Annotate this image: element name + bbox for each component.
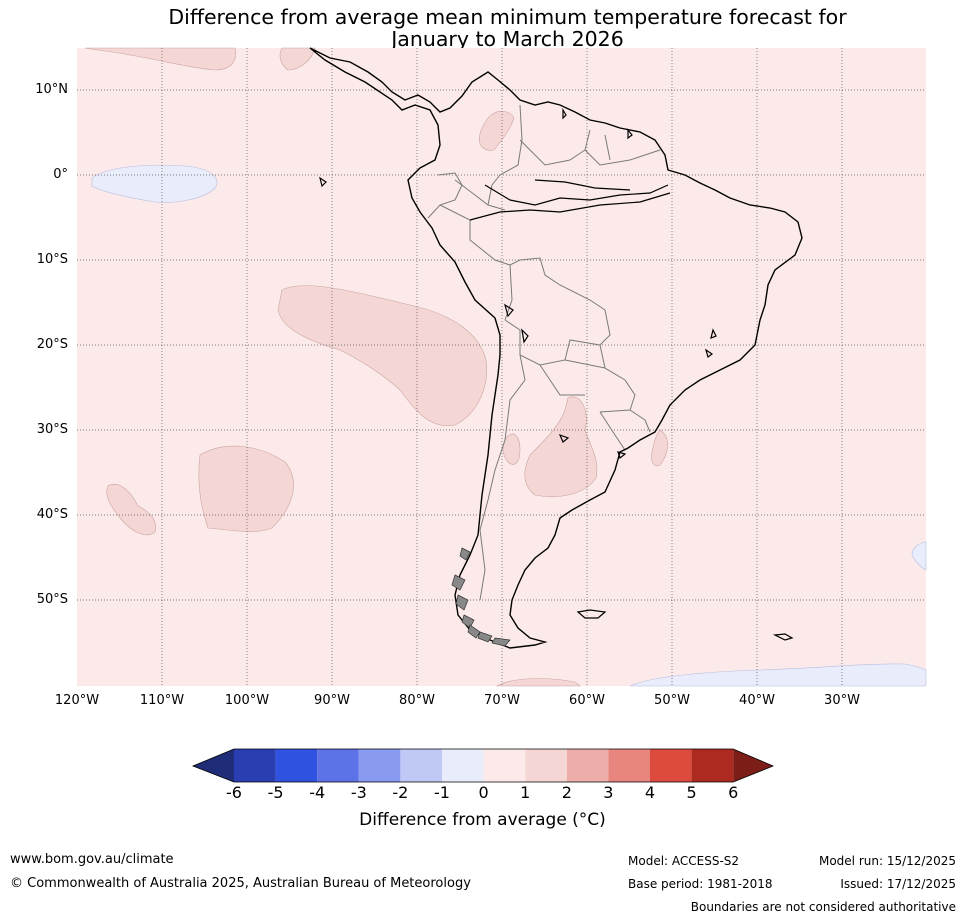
colorbar-tick: 5 — [686, 783, 697, 802]
lon-label-110w: 110°W — [139, 693, 185, 708]
colorbar-tick: 1 — [520, 783, 531, 802]
colorbar-tick: -6 — [226, 783, 242, 802]
colorbar-cell-8 — [525, 749, 567, 782]
lat-label-equator: 0° — [53, 167, 68, 182]
lon-label-60w: 60°W — [569, 693, 605, 708]
warm-anomaly-uruguay-coast — [651, 429, 668, 467]
colorbar-tick: -3 — [350, 783, 367, 802]
cool-anomaly-south-atlantic — [629, 663, 927, 687]
lon-label-50w: 50°W — [654, 693, 690, 708]
colorbar-cell-10 — [608, 749, 650, 782]
lat-label-30s: 30°S — [36, 422, 68, 437]
warm-anomaly-colombia — [479, 110, 515, 151]
lon-label-30w: 30°W — [824, 693, 860, 708]
lon-label-90w: 90°W — [314, 693, 350, 708]
colorbar-cell-13 — [733, 749, 773, 782]
lon-label-70w: 70°W — [484, 693, 520, 708]
south-america-coastline — [309, 47, 803, 649]
footer-copyright: © Commonwealth of Australia 2025, Austra… — [10, 876, 471, 891]
footer-model: Model: ACCESS-S2 — [628, 854, 740, 868]
map-title-line1: Difference from average mean minimum tem… — [168, 5, 847, 29]
colorbar-tick: 6 — [728, 783, 739, 802]
lon-label-80w: 80°W — [399, 693, 435, 708]
colorbar-cell-5 — [400, 749, 442, 782]
colorbar-cell-1 — [234, 749, 276, 782]
lon-label-100w: 100°W — [224, 693, 270, 708]
warm-anomaly-chile-andes — [502, 433, 521, 465]
colorbar-cell-4 — [358, 749, 401, 782]
lon-label-40w: 40°W — [739, 693, 775, 708]
warm-anomaly-north-pacific-2 — [279, 47, 316, 71]
cool-anomaly-east-atlantic — [911, 541, 927, 571]
colorbar-cell-11 — [650, 749, 692, 782]
colorbar-cell-6 — [442, 749, 484, 782]
warm-anomaly-south-atlantic — [495, 678, 581, 687]
warm-anomaly-north-pacific — [84, 47, 236, 71]
colorbar-tick: -4 — [309, 783, 326, 802]
lat-label-10n: 10°N — [35, 82, 68, 97]
colorbar-cell-9 — [566, 749, 609, 782]
footer-url: www.bom.gov.au/climate — [10, 852, 174, 867]
warm-anomaly-pacific-central — [277, 285, 487, 427]
lon-label-120w: 120°W — [54, 693, 100, 708]
map-background — [77, 48, 926, 686]
cool-anomaly-eastern-pacific — [91, 164, 218, 203]
colorbar-tick: 3 — [603, 783, 614, 802]
colorbar-tick: 0 — [478, 783, 489, 802]
footer-disclaimer: Boundaries are not considered authoritat… — [690, 900, 956, 914]
warm-anomaly-argentina — [524, 396, 598, 498]
colorbar-cell-0 — [193, 749, 234, 782]
colorbar-cell-2 — [275, 749, 318, 782]
colorbar-tick: -1 — [434, 783, 450, 802]
colorbar-tick: -5 — [267, 783, 284, 802]
warm-anomaly-far-west — [106, 484, 156, 536]
colorbar-tick: 2 — [561, 783, 572, 802]
colorbar-tick: -2 — [392, 783, 409, 802]
colorbar-cell-3 — [317, 749, 359, 782]
footer-base-period: Base period: 1981-2018 — [628, 877, 773, 891]
lat-label-20s: 20°S — [36, 337, 68, 352]
map-title-line2: January to March 2026 — [391, 27, 624, 51]
lat-label-50s: 50°S — [36, 592, 68, 607]
colorbar-cell-7 — [483, 749, 526, 782]
footer-model-run: Model run: 15/12/2025 — [818, 854, 956, 868]
warm-anomaly-pacific-south — [198, 445, 294, 532]
lat-label-40s: 40°S — [36, 507, 68, 522]
footer-issued: Issued: 17/12/2025 — [840, 877, 956, 891]
colorbar-outline — [191, 748, 775, 783]
colorbar-label: Difference from average (°C) — [359, 810, 606, 830]
colorbar-cell-12 — [691, 749, 734, 782]
lat-label-10s: 10°S — [36, 252, 68, 267]
colorbar-tick: 4 — [644, 783, 656, 802]
